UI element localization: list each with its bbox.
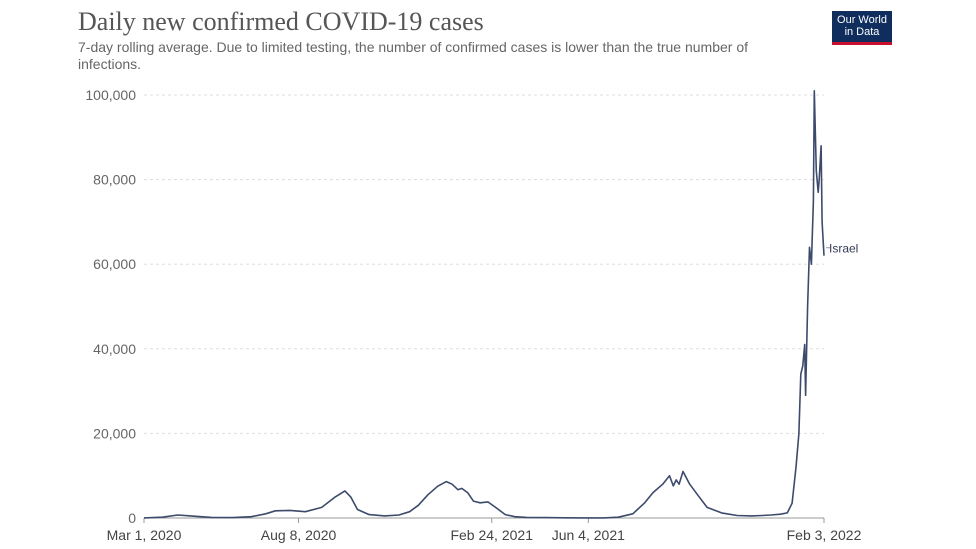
logo-line2: in Data bbox=[844, 26, 880, 38]
x-tick-label: Feb 24, 2021 bbox=[450, 527, 533, 543]
series-label-israel[interactable]: Israel bbox=[829, 242, 858, 256]
y-tick-label: 80,000 bbox=[93, 172, 136, 188]
x-tick-label: Mar 1, 2020 bbox=[107, 527, 182, 543]
grid-lines bbox=[144, 94, 824, 434]
y-tick-label: 20,000 bbox=[93, 425, 136, 441]
logo-line1: Our World bbox=[837, 14, 887, 26]
owid-logo[interactable]: Our World in Data bbox=[832, 11, 892, 45]
y-tick-label: 60,000 bbox=[93, 256, 136, 272]
x-tick-label: Feb 3, 2022 bbox=[787, 527, 862, 543]
y-axis-ticks: 0 20,000 40,000 60,000 80,000 100,000 bbox=[85, 87, 136, 526]
x-tick-label: Jun 4, 2021 bbox=[552, 527, 625, 543]
series-lines: Israel bbox=[143, 90, 858, 519]
x-axis: Mar 1, 2020 Aug 8, 2020 Feb 24, 2021 Jun 4,… bbox=[107, 517, 862, 543]
y-tick-label: 40,000 bbox=[93, 341, 136, 357]
x-tick-label: Aug 8, 2020 bbox=[261, 527, 337, 543]
y-tick-label: 0 bbox=[128, 510, 136, 526]
y-tick-label: 100,000 bbox=[85, 87, 136, 103]
series-line-israel[interactable] bbox=[143, 90, 825, 519]
chart-subtitle: 7-day rolling average. Due to limited te… bbox=[78, 39, 749, 72]
chart-title: Daily new confirmed COVID-19 cases bbox=[78, 7, 484, 36]
